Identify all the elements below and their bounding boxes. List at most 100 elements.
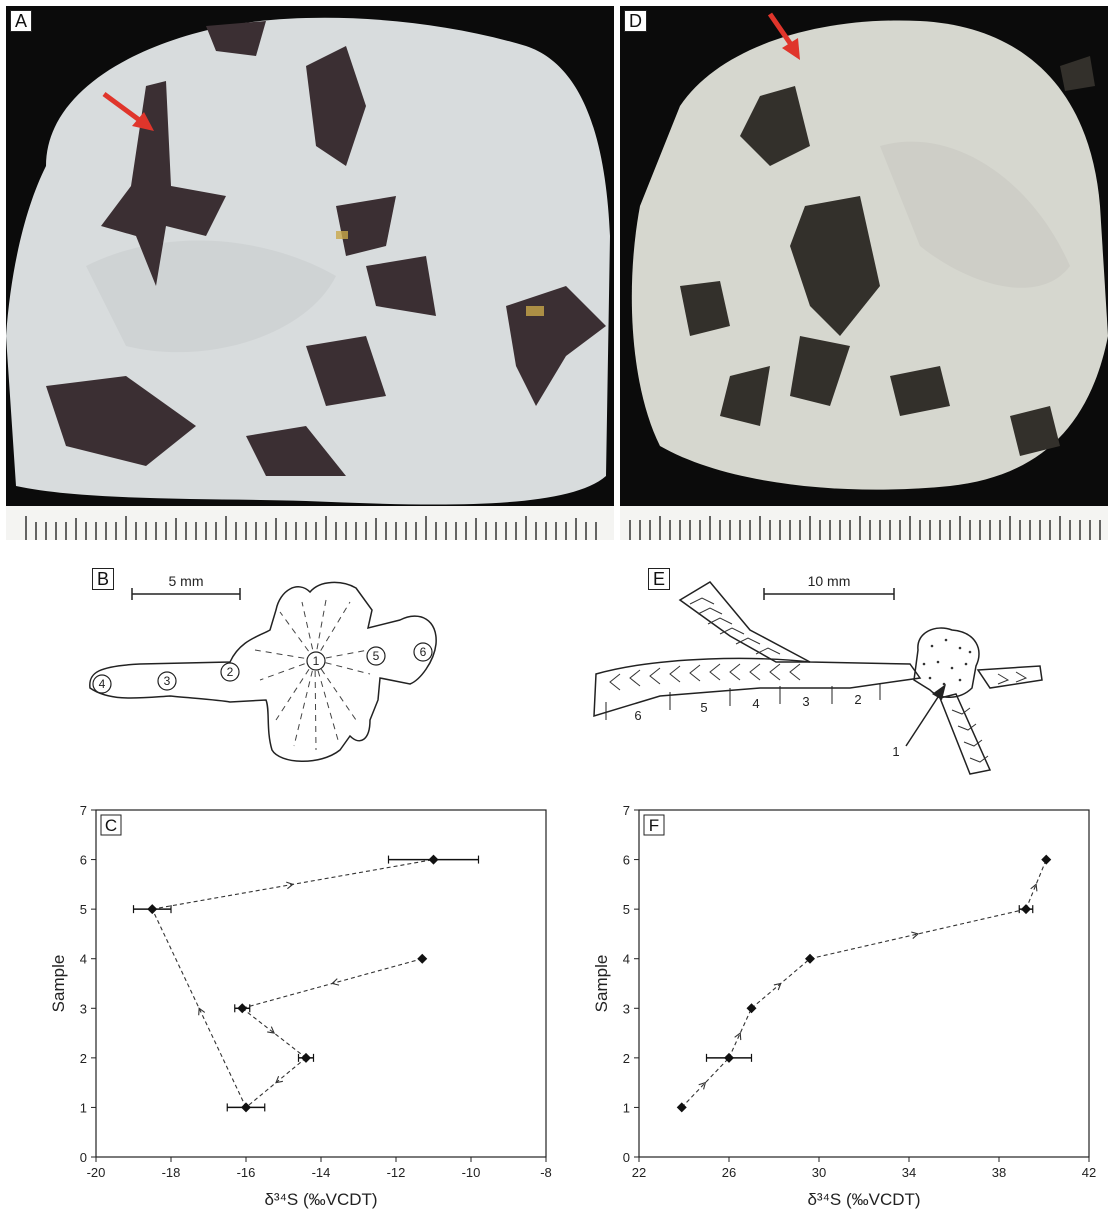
y-tick-label: 3 [623,1001,630,1016]
path-segment [728,1008,753,1059]
panel-label-box: C [100,814,122,836]
y-tick-label: 1 [623,1100,630,1115]
red-arrow-icon [767,12,800,60]
zone-label-e-3: 3 [802,694,809,709]
x-tick-label: 22 [632,1165,646,1180]
data-point [724,1052,734,1063]
path-segment [151,908,247,1108]
y-axis-label: Sample [592,955,611,1013]
direction-arrow [734,1032,742,1041]
panel-label-a: A [10,10,33,32]
zone-label-6: 6 [420,645,427,659]
direction-arrow [911,931,920,939]
path-segment [681,1057,730,1108]
y-tick-label: 2 [623,1051,630,1066]
zone-marker-5 [366,646,386,666]
nucleus-blob-e [913,627,980,698]
direction-arrow [1030,883,1038,892]
data-point [676,1102,687,1113]
scale-label-b: 5 mm [169,573,204,589]
path-segment [809,908,1027,960]
direction-arrow [275,1075,283,1084]
data-point [241,1102,251,1113]
panel-label: C [105,816,117,835]
photo-panel-d [620,6,1108,540]
crystal-outline-b [89,581,437,762]
data-point [1021,904,1031,915]
x-tick-label: -14 [312,1165,331,1180]
x-tick-label: 26 [722,1165,736,1180]
specimen-d-photo [620,6,1108,540]
direction-arrow [331,978,340,986]
y-tick-label: 4 [80,952,87,967]
data-point [428,854,439,865]
y-tick-label: 0 [80,1150,87,1165]
direction-arrow [773,982,782,991]
specimen-a-photo [6,6,614,540]
zone-label-2: 2 [227,665,234,679]
zone-marker-1 [306,651,326,671]
direction-arrow [286,881,295,890]
zone-label-1: 1 [313,654,320,668]
zone-marker-6 [413,642,433,662]
data-point [147,904,158,915]
pointer-arrow-icon [905,684,946,747]
x-tick-label: -12 [387,1165,406,1180]
sketch-panel-b: 5 mm 1 2 3 4 5 6 [89,573,437,762]
x-tick-label: 42 [1082,1165,1096,1180]
path-segment [1025,859,1047,910]
panel-label-box: F [643,814,665,836]
y-tick-label: 6 [80,853,87,868]
zone-label-e-2: 2 [854,692,861,707]
y-tick-label: 4 [623,952,630,967]
data-point [301,1052,311,1063]
direction-arrow [698,1081,707,1090]
y-axis-label: Sample [49,955,68,1013]
y-tick-label: 3 [80,1001,87,1016]
red-arrow-icon [102,91,154,131]
zone-marker-3 [157,671,177,691]
zone-label-4: 4 [99,677,106,691]
zone-label-e-4: 4 [752,696,759,711]
photo-panel-a [6,6,614,540]
direction-arrow [267,1026,276,1034]
x-tick-label: 34 [902,1165,916,1180]
x-axis-label: δ³⁴S (‰VCDT) [264,1190,377,1209]
zone-label-e-6: 6 [634,708,641,723]
zone-label-5: 5 [373,649,380,663]
zone-marker-4 [92,674,112,694]
y-tick-label: 6 [623,853,630,868]
y-tick-label: 7 [623,803,630,818]
y-tick-label: 5 [623,902,630,917]
scale-label-e: 10 mm [808,573,851,589]
y-tick-label: 0 [623,1150,630,1165]
x-tick-label: 38 [992,1165,1006,1180]
scale-bar-e: 10 mm [763,573,895,600]
x-tick-label: 30 [812,1165,826,1180]
zone-marker-2 [220,662,240,682]
y-tick-label: 1 [80,1100,87,1115]
zone-label-e-1: 1 [892,744,899,759]
x-tick-label: -8 [540,1165,552,1180]
x-tick-label: -18 [162,1165,181,1180]
sketch-panel-e: 10 mm 6 5 4 3 2 1 [593,573,1043,775]
data-point [746,1003,757,1014]
panel-label-b: B [92,568,115,590]
plot-frame [638,809,1090,1158]
crystal-band-e [593,657,922,718]
zone-label-3: 3 [164,674,171,688]
x-tick-label: -16 [237,1165,256,1180]
chart-panel-c: -20 -18 -16 -14 -12 -10 -8 0 1 2 3 4 5 6 7 δ³⁴S (‰VCDT)… [49,803,552,1209]
panel-label-e: E [648,568,671,590]
data-point [1041,854,1052,865]
y-tick-label: 7 [80,803,87,818]
direction-arrow [198,1007,206,1016]
x-tick-label: -10 [462,1165,481,1180]
y-tick-label: 2 [80,1051,87,1066]
y-tick-label: 5 [80,902,87,917]
data-point [237,1003,248,1014]
scale-bar-b: 5 mm [131,573,241,600]
data-point [417,953,428,964]
data-point [805,953,815,964]
zone-label-e-5: 5 [700,700,707,715]
